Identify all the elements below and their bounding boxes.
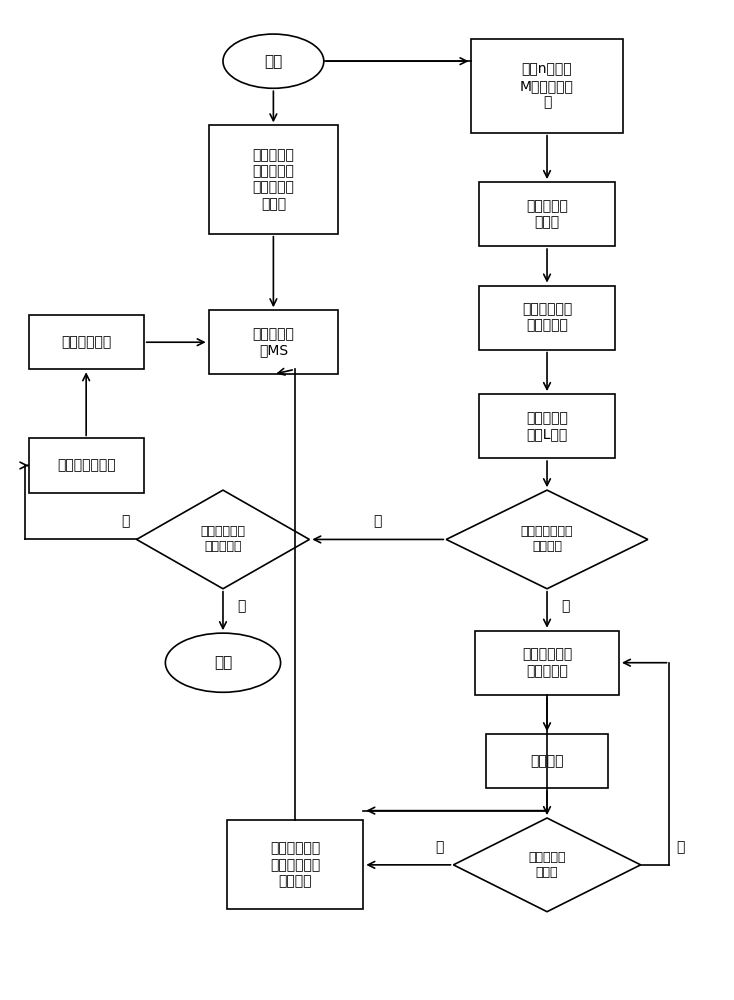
FancyBboxPatch shape [29,315,144,369]
Text: 否: 否 [122,515,130,529]
Text: 判断是否找
到匹配: 判断是否找 到匹配 [528,851,566,879]
Text: 非对角矩阵更新: 非对角矩阵更新 [57,458,115,472]
Text: 结束: 结束 [214,655,232,670]
FancyBboxPatch shape [479,182,615,246]
Text: 标记变量向量
初始化设定: 标记变量向量 初始化设定 [522,648,572,678]
Text: 变量偏移向量
和方程主导数
集合更新: 变量偏移向量 和方程主导数 集合更新 [270,842,320,888]
Polygon shape [137,490,310,589]
Text: 是: 是 [676,840,684,854]
FancyBboxPatch shape [475,631,619,695]
Polygon shape [454,818,641,912]
FancyBboxPatch shape [227,820,363,909]
Text: 否: 否 [435,840,443,854]
Text: 子算法初始
化设定: 子算法初始 化设定 [526,199,568,229]
FancyBboxPatch shape [479,394,615,458]
Text: 方程主导数
集合L选取: 方程主导数 集合L选取 [526,411,568,441]
Text: 存储中间矩
阵MS: 存储中间矩 阵MS [252,327,294,357]
FancyBboxPatch shape [208,125,338,234]
Text: 是: 是 [374,515,382,529]
Text: 存储块状化
的符号矩阵
和对角子方
阵阶数: 存储块状化 的符号矩阵 和对角子方 阵阶数 [252,148,294,211]
Text: 变量偏移向量
的初始更新: 变量偏移向量 的初始更新 [522,302,572,333]
Text: 是: 是 [237,600,245,614]
Text: 判断子算法计算
是否结束: 判断子算法计算 是否结束 [521,525,573,553]
Ellipse shape [223,34,324,88]
Polygon shape [446,490,648,589]
Text: 否: 否 [561,600,570,614]
Text: 匹配查找: 匹配查找 [530,754,564,768]
FancyBboxPatch shape [29,438,144,493]
FancyBboxPatch shape [471,39,622,133]
Text: 判断主算法计
算是否结束: 判断主算法计 算是否结束 [200,525,245,553]
Text: 开始: 开始 [264,54,283,69]
FancyBboxPatch shape [486,734,608,788]
Text: 参数向量更新: 参数向量更新 [61,335,112,349]
FancyBboxPatch shape [479,286,615,350]
Text: 输入n阶矩阵
M和维参数向
量: 输入n阶矩阵 M和维参数向 量 [520,63,574,109]
FancyBboxPatch shape [208,310,338,374]
Ellipse shape [165,633,280,692]
